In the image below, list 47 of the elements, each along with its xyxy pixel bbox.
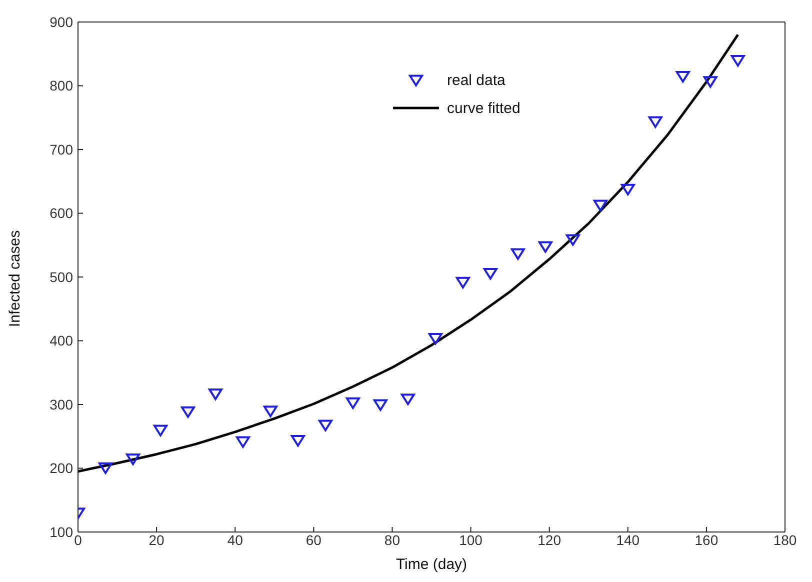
y-tick-label: 600	[50, 205, 74, 222]
y-tick-label: 400	[50, 332, 74, 349]
x-tick-label: 20	[148, 532, 165, 548]
point	[236, 436, 250, 448]
point	[208, 388, 222, 400]
point	[373, 399, 388, 411]
legend-label: real data	[447, 72, 506, 88]
x-axis-title: Time (day)	[396, 556, 468, 573]
point	[456, 276, 470, 288]
x-tick-label: 60	[306, 532, 322, 548]
x-tick-label: 120	[538, 532, 562, 548]
point	[428, 333, 442, 345]
point	[703, 76, 718, 88]
line-series	[78, 34, 740, 473]
point	[676, 70, 690, 83]
point	[593, 200, 608, 212]
point	[566, 234, 580, 246]
point	[263, 406, 278, 418]
y-tick-label: 900	[50, 14, 74, 30]
x-tick-label: 140	[616, 532, 640, 548]
y-tick-label: 300	[50, 396, 74, 412]
y-tick-label: 700	[50, 141, 74, 158]
point	[180, 406, 195, 418]
y-tick-label: 200	[50, 460, 74, 476]
x-tick-label: 80	[384, 532, 400, 548]
point	[620, 184, 635, 196]
point	[510, 248, 525, 260]
point	[483, 268, 498, 280]
point	[400, 394, 415, 406]
y-axis-title: Infected cases	[6, 230, 24, 327]
point	[290, 435, 305, 447]
point	[730, 55, 745, 67]
point	[126, 453, 140, 466]
point	[346, 397, 360, 409]
point	[538, 241, 552, 253]
x-tick-label: 160	[694, 532, 718, 548]
point	[153, 424, 168, 436]
y-tick-label: 800	[50, 78, 74, 94]
point	[318, 420, 332, 432]
x-tick-label: 40	[227, 532, 244, 548]
legend-label: curve fitted	[447, 100, 520, 116]
x-tick-label: 180	[773, 532, 797, 548]
x-tick-label: 100	[459, 532, 483, 548]
y-tick-label: 500	[50, 268, 74, 285]
point	[98, 462, 112, 474]
x-tick-label: 0	[74, 532, 82, 548]
point	[648, 116, 662, 128]
